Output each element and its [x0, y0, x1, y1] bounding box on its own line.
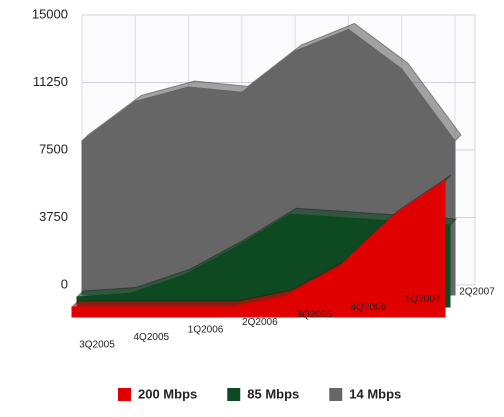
x-tick-label: 1Q2006 — [188, 324, 224, 335]
x-tick-label: 3Q2006 — [296, 309, 332, 320]
legend-swatch — [118, 388, 131, 401]
x-tick-label: 4Q2006 — [351, 302, 387, 313]
y-tick-label: 15000 — [32, 6, 68, 21]
legend-swatch — [329, 388, 343, 401]
x-tick-label: 3Q2005 — [79, 340, 115, 351]
legend-label: 200 Mbps — [138, 386, 197, 401]
legend-swatch — [227, 388, 241, 401]
y-tick-label: 11250 — [33, 74, 68, 89]
y-tick-label: 0 — [61, 276, 68, 291]
x-tick-label: 4Q2005 — [133, 332, 169, 343]
x-tick-label: 2Q2007 — [459, 287, 495, 298]
y-tick-label: 3750 — [39, 209, 68, 224]
legend-label: 85 Mbps — [247, 386, 299, 401]
x-tick-label: 2Q2006 — [242, 317, 278, 328]
legend-label: 14 Mbps — [349, 386, 401, 401]
area — [71, 180, 446, 318]
y-tick-label: 7500 — [39, 141, 68, 156]
x-tick-label: 1Q2007 — [405, 294, 441, 305]
